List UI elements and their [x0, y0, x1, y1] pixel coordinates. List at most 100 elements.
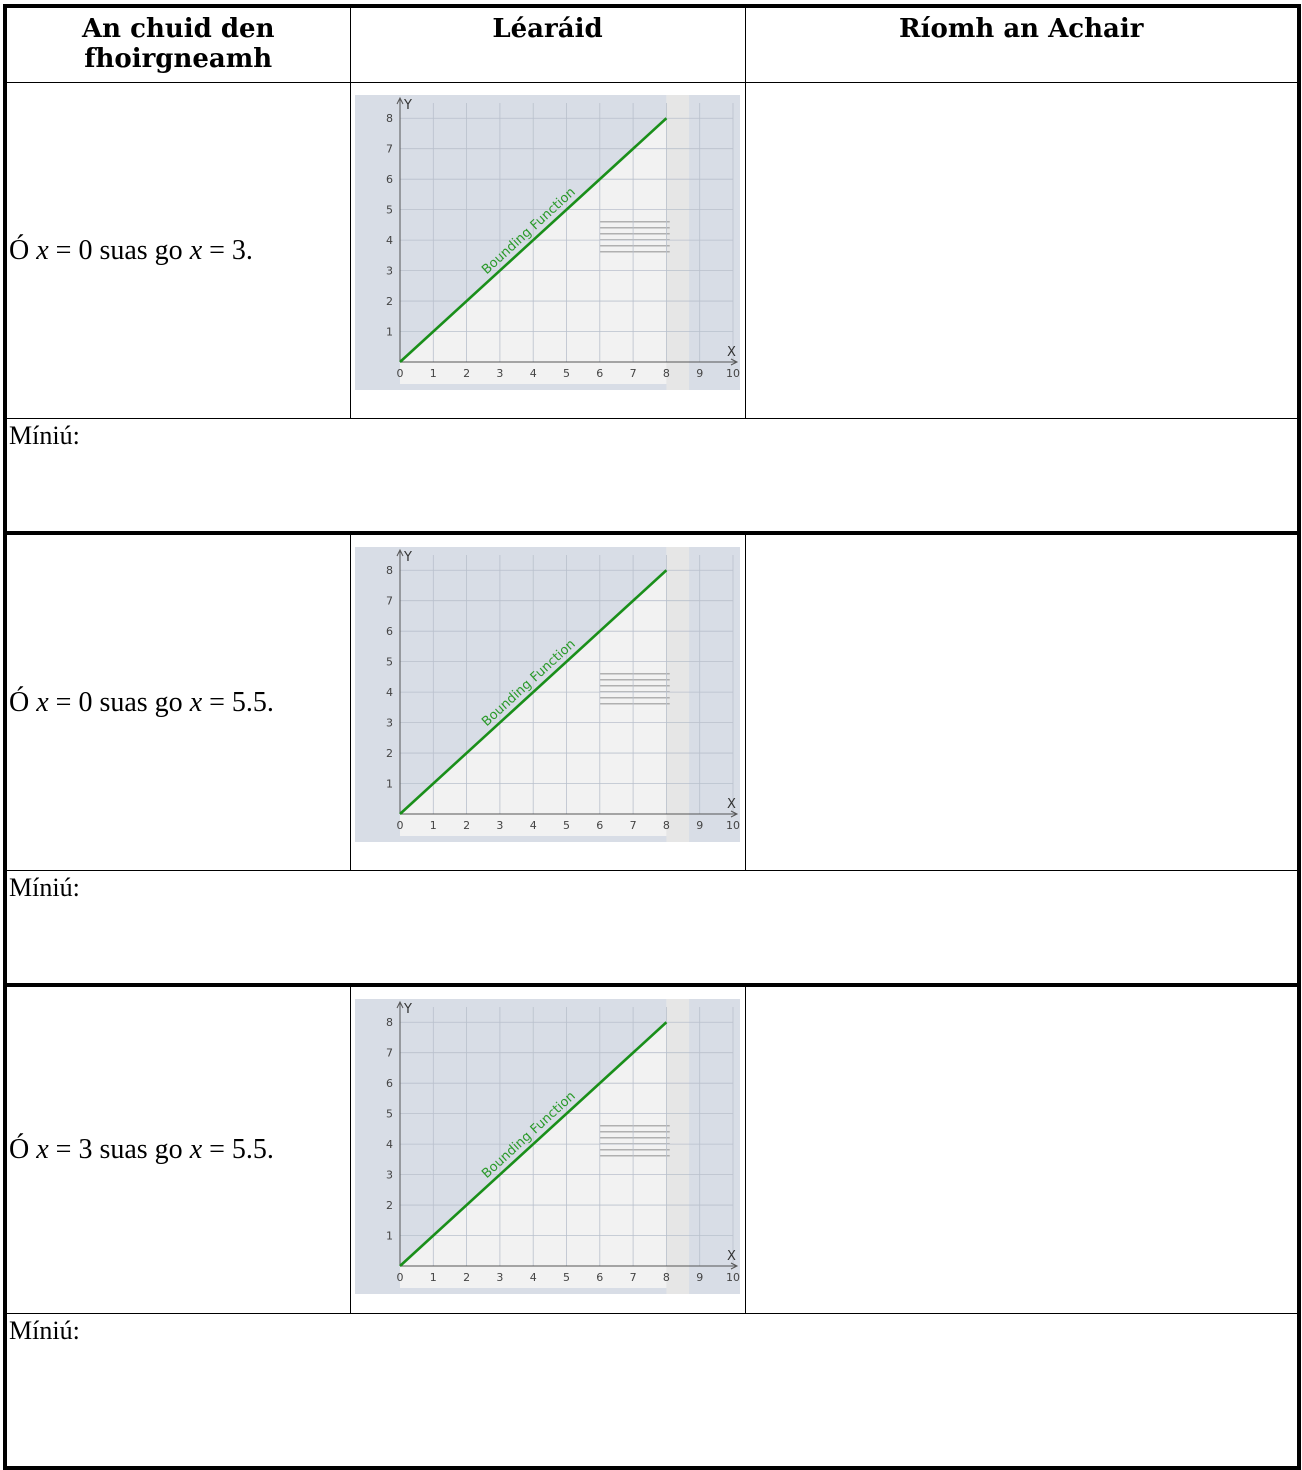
bounding-function-line — [398, 569, 667, 815]
y-tick-label: 7 — [386, 1047, 393, 1060]
y-tick-label: 6 — [386, 1077, 393, 1090]
x-tick-label: 4 — [529, 367, 536, 380]
x-tick-label: 4 — [529, 819, 536, 832]
x-tick-label: 7 — [629, 1271, 636, 1284]
explain-cell[interactable]: Míniú: — [4, 870, 1300, 986]
explain-cell[interactable]: Míniú: — [4, 418, 1300, 534]
y-axis-arrow — [396, 96, 403, 105]
y-tick-label: 1 — [386, 778, 393, 791]
x-tick-label: 2 — [463, 819, 470, 832]
x-tick-label: 3 — [496, 819, 503, 832]
x-axis-arrow — [730, 1262, 738, 1270]
header-area-calc: Ríomh an Achair — [744, 5, 1300, 83]
x-tick-label: 0 — [396, 819, 403, 832]
range-cell: Ó x = 0 suas go x = 5.5. — [4, 531, 351, 871]
x-tick-label: 0 — [396, 367, 403, 380]
y-tick-label: 5 — [386, 656, 393, 669]
x-tick-label: 10 — [726, 367, 740, 380]
x-tick-label: 6 — [596, 819, 603, 832]
y-tick-label: 3 — [386, 265, 393, 278]
x-tick-label: 0 — [396, 1271, 403, 1284]
y-tick-label: 2 — [386, 295, 393, 308]
y-tick-label: 6 — [386, 625, 393, 638]
y-tick-label: 8 — [386, 564, 393, 577]
worksheet-table: An chuid den fhoirgneamh Léaráid Ríomh a… — [3, 4, 1301, 1470]
explain-label: Míniú: — [9, 1316, 80, 1345]
x-tick-label: 7 — [629, 367, 636, 380]
y-axis-arrow — [396, 548, 403, 557]
diagram-cell: 0 1 2 3 4 5 6 7 8 9 10 1 2 3 4 5 6 7 8 X Y Bounding Function — [349, 82, 746, 419]
x-tick-label: 1 — [429, 367, 436, 380]
x-axis-arrow — [730, 810, 738, 818]
task-row: Ó x = 3 suas go x = 5.5. 0 1 2 3 4 5 6 7 8 9 10 1 2 3… — [4, 983, 1300, 1314]
x-tick-label: 7 — [629, 819, 636, 832]
bounding-function-line — [398, 117, 667, 363]
x-tick-label: 8 — [662, 819, 669, 832]
task-row: Ó x = 0 suas go x = 5.5. 0 1 2 3 4 5 6 7 8 9 10 1 2 3… — [4, 531, 1300, 871]
x-tick-label: 3 — [496, 1271, 503, 1284]
y-tick-label: 2 — [386, 1199, 393, 1212]
building-side — [665, 547, 689, 842]
x-tick-label: 5 — [563, 367, 570, 380]
x-tick-label: 4 — [529, 1271, 536, 1284]
explain-label: Míniú: — [9, 873, 80, 902]
building-shape — [399, 547, 683, 836]
building-side — [665, 999, 689, 1294]
area-calc-cell[interactable] — [744, 82, 1300, 419]
y-tick-label: 1 — [386, 326, 393, 339]
diagram-cell: 0 1 2 3 4 5 6 7 8 9 10 1 2 3 4 5 6 7 8 X Y Bounding Function — [349, 531, 746, 871]
x-tick-label: 5 — [563, 1271, 570, 1284]
x-axis-arrow — [730, 358, 738, 366]
area-calc-cell[interactable] — [744, 983, 1300, 1314]
y-tick-label: 2 — [386, 747, 393, 760]
y-axis-label: Y — [403, 550, 412, 565]
header-row: An chuid den fhoirgneamh Léaráid Ríomh a… — [4, 5, 1300, 83]
y-axis-label: Y — [403, 98, 412, 113]
explain-row: Míniú: — [4, 418, 1300, 534]
x-tick-label: 10 — [726, 1271, 740, 1284]
y-tick-label: 7 — [386, 595, 393, 608]
x-tick-label: 9 — [696, 819, 703, 832]
header-diagram: Léaráid — [349, 5, 746, 83]
y-axis-arrow — [396, 1000, 403, 1009]
x-tick-label: 6 — [596, 367, 603, 380]
y-tick-label: 8 — [386, 112, 393, 125]
x-tick-label: 6 — [596, 1271, 603, 1284]
y-tick-label: 4 — [386, 234, 393, 247]
explain-label: Míniú: — [9, 421, 80, 450]
y-tick-label: 4 — [386, 1138, 393, 1151]
y-tick-label: 4 — [386, 686, 393, 699]
area-calc-cell[interactable] — [744, 531, 1300, 871]
explain-cell[interactable]: Míniú: — [4, 1313, 1300, 1469]
x-axis-label: X — [727, 797, 736, 812]
x-tick-label: 5 — [563, 819, 570, 832]
y-tick-label: 8 — [386, 1016, 393, 1029]
x-tick-label: 9 — [696, 1271, 703, 1284]
x-axis-label: X — [727, 345, 736, 360]
x-tick-label: 10 — [726, 819, 740, 832]
x-axis-label: X — [727, 1249, 736, 1264]
bounding-function-line — [398, 1021, 667, 1267]
y-tick-label: 5 — [386, 204, 393, 217]
y-tick-label: 5 — [386, 1108, 393, 1121]
explain-row: Míniú: — [4, 870, 1300, 986]
building-side — [665, 95, 689, 390]
header-part-line2: fhoirgneamh — [84, 44, 273, 74]
x-tick-label: 2 — [463, 367, 470, 380]
header-part: An chuid den fhoirgneamh — [4, 5, 351, 83]
x-tick-label: 8 — [662, 1271, 669, 1284]
explain-row: Míniú: — [4, 1313, 1300, 1469]
building-shape — [399, 999, 683, 1288]
x-tick-label: 1 — [429, 819, 436, 832]
x-tick-label: 9 — [696, 367, 703, 380]
y-tick-label: 1 — [386, 1230, 393, 1243]
task-row: Ó x = 0 suas go x = 3. 0 1 2 3 4 5 6 7 8 9 10 1 2 3 4 5… — [4, 82, 1300, 419]
worksheet-page: An chuid den fhoirgneamh Léaráid Ríomh a… — [3, 4, 1301, 1470]
range-cell: Ó x = 0 suas go x = 3. — [4, 82, 351, 419]
x-tick-label: 3 — [496, 367, 503, 380]
building-shape — [399, 95, 683, 384]
y-tick-label: 3 — [386, 717, 393, 730]
x-tick-label: 8 — [662, 367, 669, 380]
